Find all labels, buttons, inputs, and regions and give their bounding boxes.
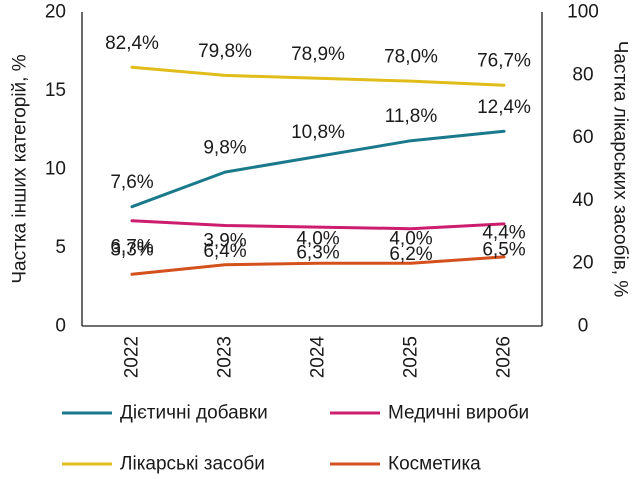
data-label: 3,3% bbox=[110, 240, 153, 261]
right-axis-ticks: 0 20 40 60 80 100 bbox=[567, 2, 599, 337]
left-tick-label: 10 bbox=[45, 159, 66, 180]
legend-label: Косметика bbox=[388, 454, 481, 475]
x-tick-label: 2026 bbox=[494, 336, 515, 378]
data-label: 12,4% bbox=[477, 97, 531, 118]
data-label: 76,7% bbox=[477, 51, 531, 72]
legend-item: Косметика bbox=[330, 454, 481, 475]
series-lines bbox=[130, 65, 506, 276]
legend: Дієтичні добавки Медичні вироби Лікарські … bbox=[62, 403, 529, 475]
data-label: 7,6% bbox=[110, 172, 153, 193]
left-tick-label: 20 bbox=[45, 2, 66, 23]
series-line-1 bbox=[130, 219, 506, 231]
legend-label: Лікарські засоби bbox=[120, 454, 265, 475]
data-label: 6,2% bbox=[389, 244, 432, 265]
right-tick-label: 40 bbox=[572, 190, 593, 211]
left-tick-label: 5 bbox=[55, 237, 66, 258]
data-label: 6,5% bbox=[482, 239, 525, 260]
data-labels: 7,6% 9,8% 10,8% 11,8% 12,4% 6,7% 6,4% 6,3% 6,2% 6… bbox=[105, 33, 531, 265]
legend-item: Дієтичні добавки bbox=[62, 403, 268, 424]
data-label: 78,9% bbox=[291, 44, 345, 65]
legend-item: Медичні вироби bbox=[330, 403, 529, 424]
series-line-0 bbox=[130, 129, 506, 209]
left-axis-ticks: 0 5 10 15 20 bbox=[45, 2, 66, 337]
data-label: 11,8% bbox=[385, 106, 438, 127]
legend-item: Лікарські засоби bbox=[62, 454, 265, 475]
right-axis-title: Частка лікарських засобів, % bbox=[610, 41, 631, 298]
right-tick-label: 0 bbox=[578, 316, 589, 337]
data-label: 79,8% bbox=[198, 41, 252, 62]
left-axis-title: Частка інших категорій, % bbox=[10, 54, 31, 283]
x-tick-label: 2022 bbox=[122, 336, 143, 378]
data-label: 4,0% bbox=[389, 229, 432, 250]
data-label: 4,4% bbox=[482, 222, 525, 243]
x-tick-label: 2025 bbox=[401, 336, 422, 378]
data-label: 4,0% bbox=[296, 229, 339, 250]
x-tick-label: 2023 bbox=[215, 336, 236, 378]
data-label: 3,9% bbox=[203, 230, 246, 251]
left-tick-label: 15 bbox=[45, 80, 66, 101]
data-label: 6,4% bbox=[203, 241, 246, 262]
left-tick-label: 0 bbox=[55, 316, 66, 337]
data-label: 78,0% bbox=[384, 47, 438, 68]
data-label: 6,7% bbox=[110, 236, 153, 257]
right-tick-label: 20 bbox=[572, 253, 593, 274]
data-label: 10,8% bbox=[291, 122, 345, 143]
right-tick-label: 60 bbox=[572, 127, 593, 148]
right-tick-label: 80 bbox=[572, 64, 593, 85]
series-line-2 bbox=[130, 65, 506, 87]
legend-label: Дієтичні добавки bbox=[120, 403, 268, 424]
right-tick-label: 100 bbox=[567, 2, 599, 23]
data-label: 6,3% bbox=[296, 243, 339, 264]
x-tick-label: 2024 bbox=[308, 336, 329, 379]
data-label: 82,4% bbox=[105, 33, 159, 54]
x-axis-ticks: 2022 2023 2024 2025 2026 bbox=[122, 336, 515, 379]
legend-label: Медичні вироби bbox=[388, 403, 529, 424]
series-line-3 bbox=[130, 255, 506, 276]
data-label: 9,8% bbox=[203, 138, 246, 159]
plot-frame bbox=[81, 12, 543, 327]
